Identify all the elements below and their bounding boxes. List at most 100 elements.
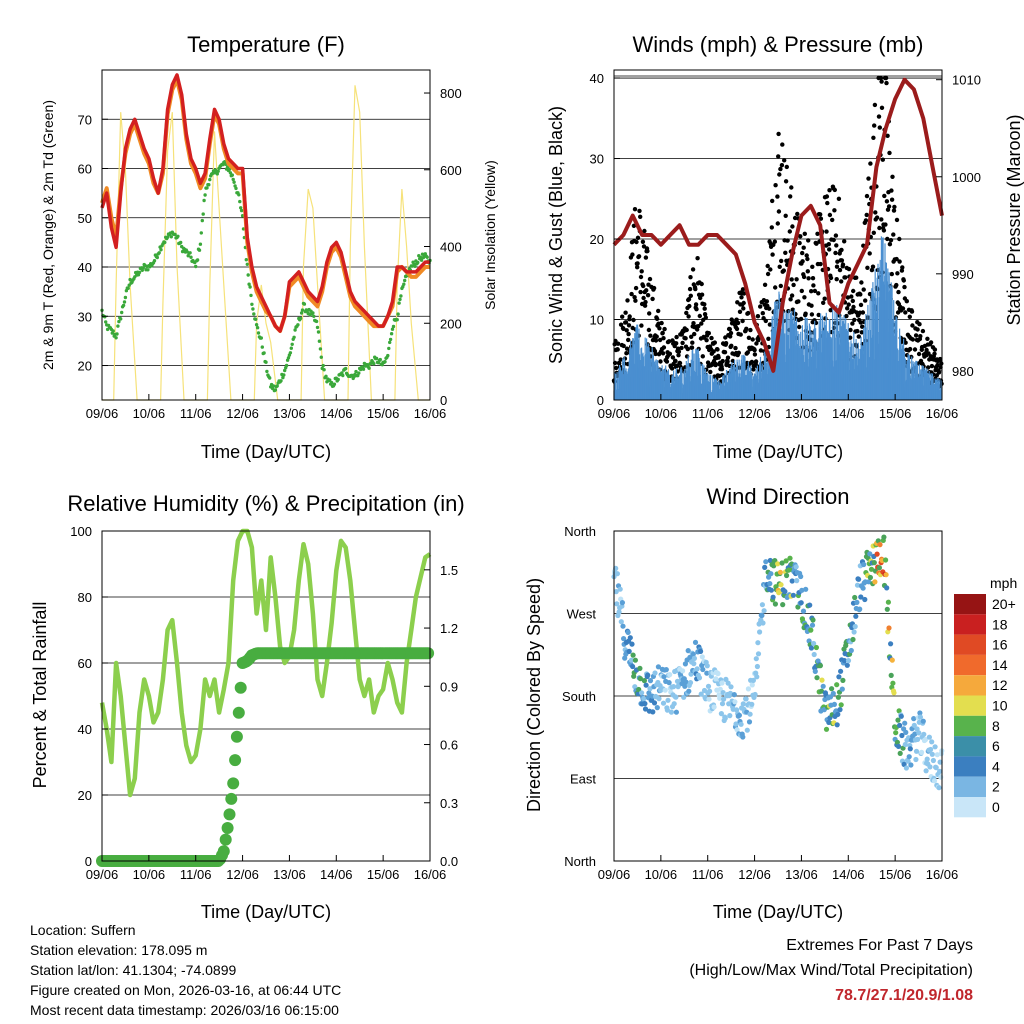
direction-point [886,625,892,631]
dewpoint-point [203,193,207,197]
direction-point [826,719,832,726]
gust-point [842,239,847,244]
gust-point [650,296,655,302]
temp-9m-line [100,77,430,333]
gust-point [859,280,864,285]
gust-point [748,327,753,333]
extremes-title: Extremes For Past 7 Days [786,937,973,954]
gust-point [858,302,864,308]
winds-ylabel-left: Sonic Wind & Gust (Blue, Black) [546,106,566,364]
gust-point [818,216,824,221]
humidity-plot-area [96,528,435,867]
gust-point [910,337,915,342]
direction-point [700,666,706,673]
dewpoint-point [146,268,150,272]
gust-point [888,238,894,243]
gust-point [910,323,915,328]
gust-point [654,334,659,339]
gust-point [764,299,770,304]
direction-point [839,686,845,692]
gust-point [779,163,785,168]
direction-point [620,623,626,629]
direction-point [682,661,689,667]
gust-point [627,314,632,319]
dewpoint-point [103,315,107,319]
gust-point [642,228,647,234]
gust-point [634,239,639,245]
direction-point [770,594,776,600]
legend-label: 16 [992,637,1008,653]
dewpoint-point [357,371,361,375]
dewpoint-point [234,186,238,191]
dewpoint-point [425,255,429,259]
dewpoint-point [318,347,323,351]
gust-point [646,282,651,287]
gust-point [762,282,768,287]
gust-point [882,193,887,199]
dewpoint-point [179,240,183,245]
dewpoint-point [300,308,305,312]
dewpoint-point [315,325,320,330]
dewpoint-point [116,324,120,328]
gust-point [790,224,795,229]
dewpoint-point [402,282,406,286]
direction-point [662,687,668,693]
gust-point [769,225,774,230]
direction-point [856,576,862,582]
gust-point [727,327,732,332]
direction-point [736,712,743,718]
y2-tick-label: 0.0 [440,854,458,869]
gust-point [738,332,743,337]
x-tick-label: 15/06 [367,406,400,421]
dewpoint-point [259,336,263,340]
direction-point [664,707,671,713]
gust-point [850,321,855,326]
direction-point [704,663,710,669]
gust-point [643,255,649,260]
y-tick-label: South [562,689,596,704]
dewpoint-point [189,255,193,259]
gust-point [778,283,783,289]
gust-point [689,345,695,350]
y2-tick-label: 0.6 [440,738,458,753]
gust-point [781,268,786,273]
direction-point [891,690,897,696]
gust-point [805,269,810,274]
direction-point [663,667,669,673]
direction-xlabel: Time (Day/UTC) [713,902,843,922]
gust-point [632,295,637,300]
direction-point [652,670,658,676]
y-tick-label: 40 [590,71,604,86]
direction-point [705,683,712,689]
dewpoint-point [198,242,203,246]
humidity-panel: Relative Humidity (%) & Precipitation (i… [30,491,465,922]
gust-point [775,221,780,226]
gust-point [907,346,913,352]
gust-point [848,335,853,340]
gust-point [889,188,894,193]
dewpoint-point [389,332,394,336]
dewpoint-point [328,378,332,382]
precip-point [230,730,243,743]
dewpoint-point [354,369,358,374]
dewpoint-point [388,340,392,345]
dewpoint-point [250,302,254,306]
y-tick-label: West [567,607,597,622]
dewpoint-point [336,377,340,382]
direction-point [838,668,844,674]
direction-point [913,756,919,763]
dewpoint-point [398,297,402,302]
direction-point [907,746,913,752]
dewpoint-point [239,208,244,213]
direction-point [786,567,792,573]
x-tick-label: 12/06 [738,867,771,882]
gust-point [624,351,629,356]
gust-point [686,314,691,319]
gust-point [690,267,696,272]
direction-point [767,581,773,587]
direction-point [782,588,788,595]
dewpoint-point [205,186,209,190]
temperature-panel: Temperature (F) Time (Day/UTC) 2m & 9m T… [40,32,498,462]
info-recent: Most recent data timestamp: 2026/03/16 0… [30,1002,339,1018]
y-tick-label: 20 [78,788,92,803]
